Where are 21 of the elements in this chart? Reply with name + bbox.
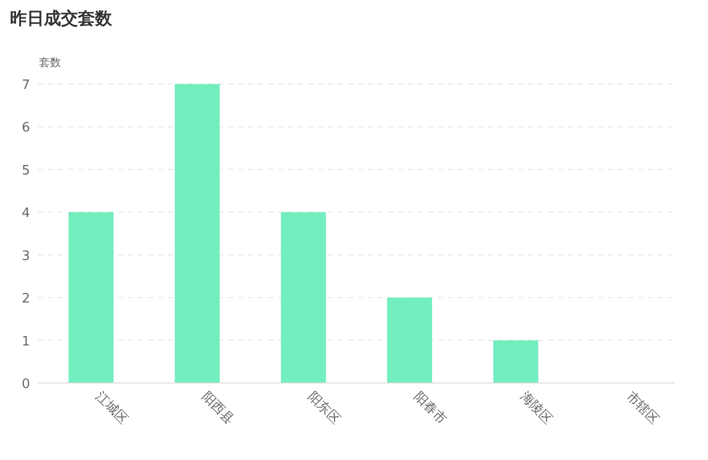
bar	[68, 212, 114, 383]
x-tick-label: 阳东区	[304, 389, 343, 428]
chart-title: 昨日成交套数	[10, 9, 113, 29]
x-tick-label: 阳西县	[198, 389, 237, 428]
bar	[387, 298, 432, 383]
x-tick-label: 海陵区	[516, 389, 556, 428]
y-tick-label: 6	[22, 120, 30, 136]
y-tick-label: 0	[22, 377, 30, 392]
x-tick-label: 江城区	[92, 389, 130, 428]
y-tick-label: 3	[22, 248, 30, 264]
y-axis-title: 套数	[39, 56, 61, 69]
y-tick-label: 5	[22, 163, 30, 178]
y-tick-label: 7	[22, 78, 30, 93]
bar	[174, 84, 220, 383]
x-tick-label: 阳春市	[410, 389, 449, 428]
bar	[493, 340, 538, 383]
x-tick-label: 市辖区	[623, 389, 662, 428]
bar	[280, 212, 326, 383]
y-tick-label: 1	[22, 334, 30, 350]
y-tick-label: 4	[22, 206, 30, 222]
y-tick-label: 2	[22, 292, 30, 307]
